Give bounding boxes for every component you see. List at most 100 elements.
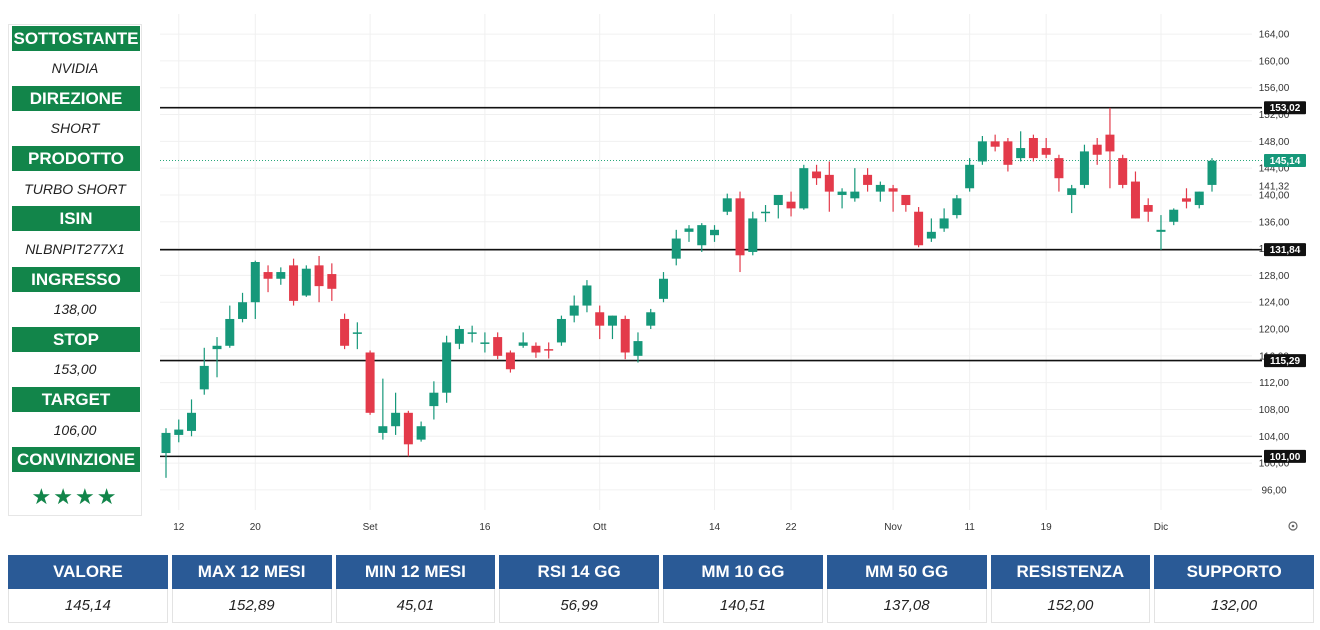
candle-body — [1067, 188, 1077, 195]
candle-body — [505, 352, 515, 370]
value-sottostante: NVIDIA — [51, 60, 99, 76]
y-tick-label: 136,00 — [1259, 217, 1290, 228]
y-tick-label: 96,00 — [1261, 485, 1286, 496]
candle-body — [161, 432, 171, 454]
label-isin: ISIN — [12, 206, 140, 231]
y-tick-label: 112,00 — [1259, 378, 1289, 389]
candle-body — [926, 231, 936, 239]
candle-body — [1041, 148, 1051, 155]
candle-body — [569, 305, 579, 316]
stat-value: 137,08 — [826, 589, 987, 623]
candle-body — [977, 141, 987, 162]
candle-body — [199, 365, 209, 390]
level-tag — [1264, 354, 1306, 368]
candle-body — [620, 318, 630, 353]
stat-value: 152,00 — [990, 589, 1151, 623]
candle-body — [416, 426, 426, 440]
candle-body — [799, 168, 809, 209]
level-tag-label: 101,00 — [1270, 452, 1301, 463]
label-convinzione: CONVINZIONE — [12, 447, 140, 472]
candle-body — [1028, 138, 1038, 159]
candle-body — [467, 332, 477, 334]
candle-body — [429, 392, 439, 407]
candle-body — [633, 341, 643, 356]
horizontal-levels — [160, 106, 1262, 458]
y-tick-label: 148,00 — [1259, 137, 1290, 148]
settings-gear-icon[interactable] — [1288, 521, 1298, 531]
x-tick-label: 14 — [709, 522, 721, 533]
label-sottostante: SOTTOSTANTE — [12, 26, 140, 51]
y-axis: 164,00 160,00 156,00 152,00 148,00 144,00 140,… — [1259, 30, 1290, 497]
stat-value: 45,01 — [335, 589, 496, 623]
candle-body — [544, 349, 554, 351]
level-tag-label: 131,84 — [1270, 245, 1301, 256]
candle-body — [442, 342, 452, 393]
x-tick-label: Dic — [1154, 522, 1168, 533]
candle-body — [646, 312, 656, 326]
y-tick-label: 120,00 — [1259, 325, 1290, 336]
candle-body — [403, 412, 413, 445]
stat-header: RSI 14 GG — [499, 555, 659, 589]
candle-body — [289, 265, 299, 301]
label-target: TARGET — [12, 387, 140, 412]
stat-value: 140,51 — [663, 589, 823, 623]
candle-body — [276, 272, 286, 279]
candle-body — [748, 218, 758, 252]
y-tick-label: 140,00 — [1259, 190, 1290, 201]
candle-body — [1092, 144, 1102, 155]
candle-body — [875, 184, 885, 192]
candle-body — [212, 345, 222, 350]
level-tag-label: 153,02 — [1270, 103, 1301, 114]
y-tick-label: 104,00 — [1259, 432, 1290, 443]
stat-col-supporto: SUPPORTO 132,00 — [1154, 555, 1314, 623]
candle-body — [607, 315, 617, 326]
candle-body — [722, 198, 732, 212]
candle-body — [824, 174, 834, 192]
y-tick-label: 152,00 — [1259, 110, 1290, 121]
label-prodotto: PRODOTTO — [12, 146, 140, 171]
x-tick-label: 20 — [250, 522, 262, 533]
candle-body — [340, 318, 350, 346]
stat-value: 152,89 — [171, 589, 332, 623]
candle-body — [1079, 151, 1089, 185]
stat-header: VALORE — [8, 555, 168, 589]
candle-body — [786, 201, 796, 209]
value-direzione: SHORT — [50, 120, 100, 136]
stat-header: MM 10 GG — [663, 555, 823, 589]
candle-body — [1003, 141, 1013, 165]
y-tick-label: 144,00 — [1259, 164, 1290, 175]
candle-body — [1105, 134, 1115, 152]
candle-body — [914, 211, 924, 246]
candle-body — [901, 194, 911, 206]
value-target: 106,00 — [53, 422, 97, 438]
candle-body — [378, 426, 388, 433]
y-tick-label: 156,00 — [1259, 83, 1290, 94]
candle-body — [595, 312, 605, 326]
stats-table: VALORE 145,14 MAX 12 MESI 152,89 MIN 12 … — [8, 555, 1314, 623]
y-tick-label: 128,00 — [1259, 271, 1290, 282]
label-ingresso: INGRESSO — [12, 267, 140, 292]
candle-body — [863, 174, 873, 185]
x-tick-label: 11 — [964, 522, 975, 533]
stat-col-rsi-14-gg: RSI 14 GG 56,99 — [499, 555, 659, 623]
candle-body — [493, 337, 503, 356]
candle-body — [850, 191, 860, 199]
x-tick-label: 16 — [479, 522, 491, 533]
candle-body — [518, 342, 528, 346]
y-tick-label: 124,00 — [1259, 298, 1290, 309]
candle-body — [365, 352, 375, 413]
candle-body — [952, 198, 962, 216]
x-tick-label: 12 — [173, 522, 185, 533]
candle-body — [1207, 160, 1217, 185]
stat-value: 145,14 — [8, 589, 168, 623]
candle-body — [888, 188, 898, 192]
candle-body — [352, 332, 362, 334]
candle-body — [658, 278, 668, 299]
y-tick-label: 164,00 — [1259, 30, 1290, 41]
stat-header: RESISTENZA — [990, 555, 1151, 589]
chart-grid — [160, 14, 1252, 510]
value-prodotto: TURBO SHORT — [24, 181, 126, 197]
level-tag-label: 115,29 — [1270, 356, 1300, 367]
candle-body — [710, 229, 720, 236]
stat-col-valore: VALORE 145,14 — [8, 555, 168, 623]
